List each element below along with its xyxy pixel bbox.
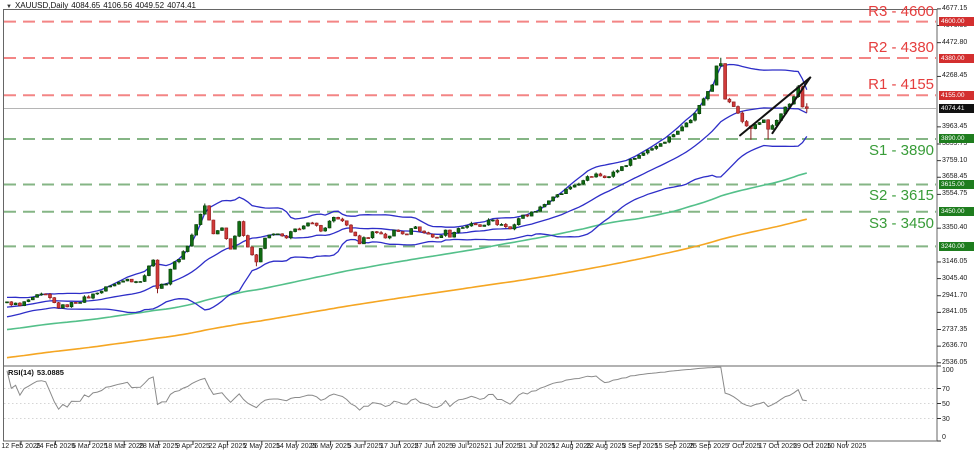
candle-wicks-down (10, 63, 808, 309)
candle-bodies-up (5, 63, 800, 309)
date-axis-label[interactable]: 25 Sep 2025 (689, 443, 729, 450)
price-level-badge: 4600.00 (939, 17, 974, 27)
rsi-axis-label[interactable]: 50 (942, 400, 950, 408)
price-axis-label[interactable]: 2636.70 (942, 342, 968, 350)
bollinger-lower-line (6, 136, 808, 318)
bollinger-upper-line (7, 63, 808, 299)
price-level-badge: 4380.00 (939, 53, 974, 63)
price-level-badge: 3890.00 (939, 134, 974, 144)
sma200-line (6, 218, 807, 359)
price-axis-label[interactable]: 2536.05 (942, 358, 968, 366)
level-label-r1: R1 - 4155 (868, 76, 934, 94)
bollinger-middle-line (6, 107, 808, 308)
symbol-timeframe-label: XAUUSD,Daily (14, 1, 69, 10)
date-axis-label[interactable]: 17 Oct 2025 (758, 443, 797, 450)
date-axis-label[interactable]: 18 Mar 2025 (104, 443, 144, 450)
ohlc-close: 4074.41 (167, 1, 196, 10)
level-label-s1: S1 - 3890 (868, 141, 934, 159)
chart-title-bar: ▼ XAUUSD,Daily 4084.65 4106.56 4049.52 4074.4… (6, 1, 199, 10)
rsi-axis-label[interactable]: 100 (942, 367, 954, 374)
date-axis-label[interactable]: 7 Oct 2025 (726, 443, 761, 450)
date-axis-label[interactable]: 15 Sep 2025 (654, 443, 695, 450)
date-axis-label[interactable]: 27 Jun 2025 (414, 443, 454, 450)
date-axis-label[interactable]: 26 May 2025 (310, 443, 351, 450)
level-label-r2: R2 - 4380 (868, 39, 934, 56)
price-level-badge: 4155.00 (939, 90, 974, 100)
rsi-axis-label[interactable]: 0 (942, 434, 946, 441)
rsi-value: 53.0885 (36, 368, 64, 377)
price-axis-label[interactable]: 2941.70 (942, 291, 968, 299)
ohlc-open: 4084.65 (71, 1, 101, 10)
ohlc-high: 4106.56 (103, 1, 133, 10)
date-axis-label[interactable]: 31 Jul 2025 (518, 443, 556, 450)
price-level-badge: 3240.00 (939, 241, 974, 251)
rsi-axis-label[interactable]: 30 (942, 415, 950, 423)
date-axis-label[interactable]: 21 Jul 2025 (484, 443, 521, 450)
date-axis-label[interactable]: 28 Mar 2025 (138, 443, 179, 450)
trendline (739, 76, 812, 137)
date-axis-label[interactable]: 24 Feb 2025 (35, 443, 76, 450)
current-price-badge: 4074.41 (939, 104, 974, 113)
price-axis-label[interactable]: 3859.75 (942, 139, 968, 147)
date-axis-label[interactable]: 12 Feb 2025 (1, 443, 41, 450)
symbol-dropdown-icon[interactable]: ▼ (6, 4, 12, 10)
price-axis-label[interactable]: 2737.35 (942, 325, 968, 333)
price-level-badge: 3450.00 (939, 207, 974, 217)
date-axis-label[interactable]: 5 Jun 2025 (347, 443, 383, 450)
date-axis-label[interactable]: 3 Sep 2025 (622, 443, 659, 450)
date-axis-label[interactable]: 9 Jul 2025 (452, 443, 485, 450)
price-axis-label[interactable]: 4268.45 (942, 72, 968, 80)
date-axis-label[interactable]: 6 Mar 2025 (72, 443, 108, 450)
price-axis-label[interactable]: 4677.15 (942, 4, 968, 12)
date-axis-label[interactable]: 14 May 2025 (275, 443, 317, 450)
sma100-line (6, 172, 808, 331)
level-label-r3: R3 - 4600 (868, 2, 934, 20)
date-axis-label[interactable]: 10 Nov 2025 (826, 443, 867, 450)
trendline (771, 76, 812, 135)
price-level-badge: 3615.00 (939, 179, 974, 189)
level-label-s3: S3 - 3450 (868, 214, 934, 232)
rsi-line (6, 366, 807, 411)
price-axis-label[interactable]: 3045.40 (942, 274, 968, 282)
date-axis-label[interactable]: 22 Apr 2025 (208, 443, 247, 450)
price-axis-label[interactable]: 3554.75 (942, 190, 968, 198)
ohlc-low: 4049.52 (135, 1, 165, 10)
rsi-indicator-label: RSI(14) 53.0885 (8, 368, 67, 377)
level-label-s2: S2 - 3615 (868, 187, 934, 205)
price-axis-label[interactable]: 2841.05 (942, 308, 968, 316)
date-axis-label[interactable]: 22 Aug 2025 (586, 443, 626, 450)
price-axis-label[interactable]: 3963.45 (942, 122, 968, 130)
price-axis-label[interactable]: 3350.40 (942, 224, 968, 232)
date-axis-label[interactable]: 17 Jun 2025 (380, 443, 419, 450)
price-axis-label[interactable]: 3658.45 (942, 173, 968, 181)
date-axis-label[interactable]: 29 Oct 2025 (793, 443, 832, 450)
date-axis-label[interactable]: 2 May 2025 (243, 443, 281, 450)
rsi-axis-label[interactable]: 70 (942, 385, 950, 393)
rsi-name: RSI(14) (8, 368, 34, 377)
date-axis-label[interactable]: 12 Aug 2025 (551, 443, 592, 450)
price-axis-label[interactable]: 4472.80 (942, 38, 968, 46)
candle-bodies-down (9, 63, 809, 309)
price-axis-label[interactable]: 3146.05 (942, 257, 968, 265)
date-axis-label[interactable]: 9 Apr 2025 (176, 443, 210, 450)
price-axis-label[interactable]: 3759.10 (942, 156, 968, 164)
